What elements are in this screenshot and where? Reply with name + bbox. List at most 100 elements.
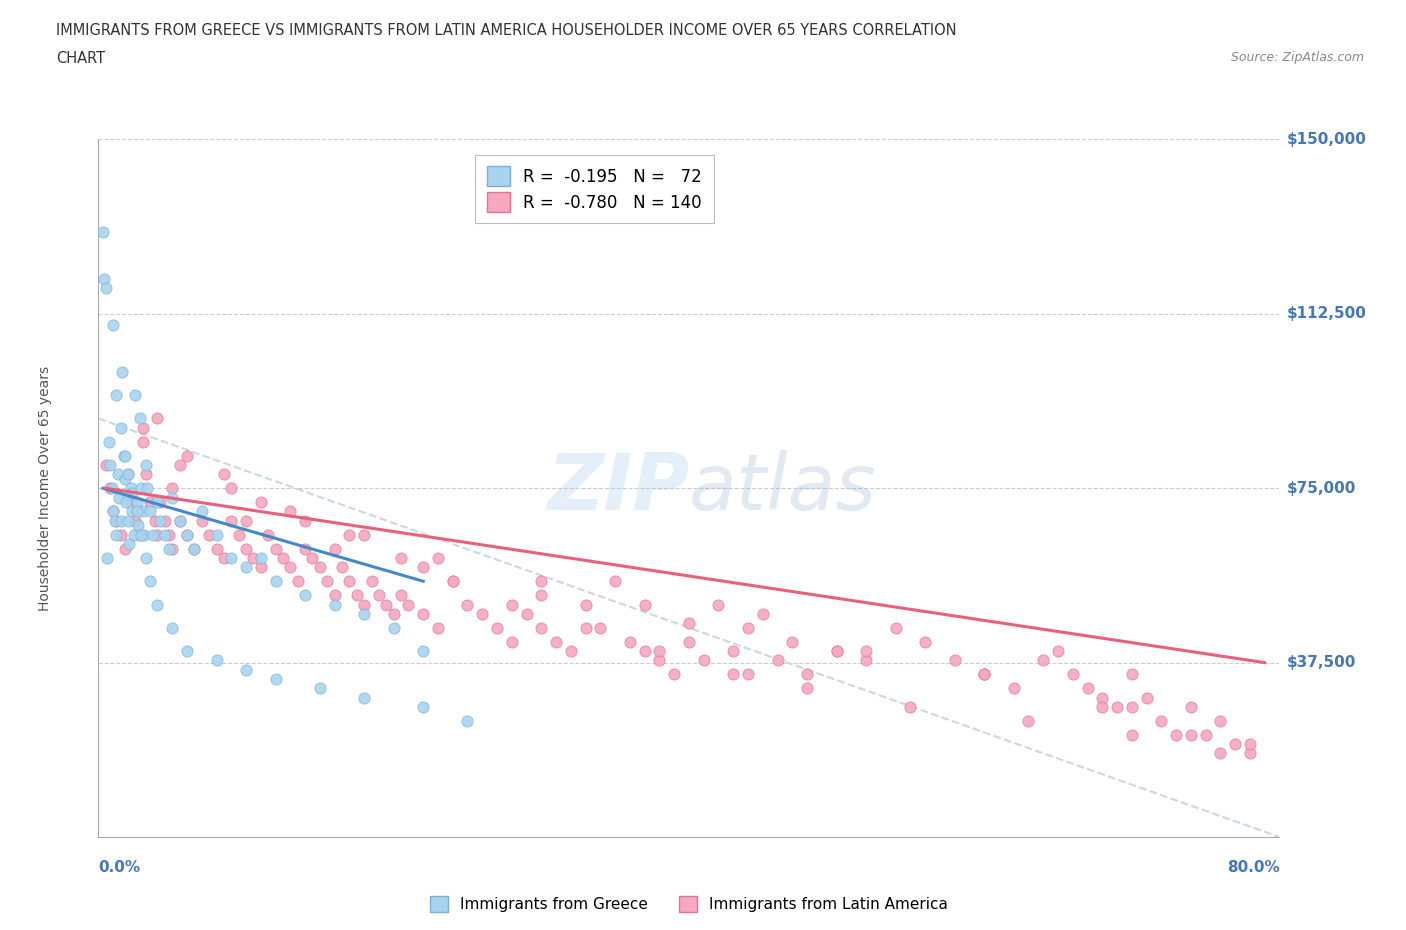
Point bbox=[323, 597, 346, 612]
Point bbox=[427, 551, 450, 565]
Point bbox=[486, 620, 509, 635]
Point bbox=[132, 420, 155, 435]
Point bbox=[121, 485, 143, 500]
Point bbox=[250, 495, 273, 510]
Point bbox=[530, 574, 553, 589]
Point bbox=[105, 388, 128, 403]
Point bbox=[136, 481, 159, 496]
Point bbox=[103, 504, 125, 519]
Point bbox=[110, 527, 132, 542]
Point bbox=[169, 513, 191, 528]
Text: ZIP: ZIP bbox=[547, 450, 689, 526]
Point bbox=[1017, 713, 1039, 728]
Point bbox=[1239, 746, 1261, 761]
Point bbox=[546, 634, 568, 649]
Point bbox=[782, 634, 804, 649]
Point bbox=[337, 574, 360, 589]
Point bbox=[149, 495, 172, 510]
Point bbox=[235, 662, 257, 677]
Point bbox=[1121, 699, 1143, 714]
Point bbox=[271, 551, 294, 565]
Point bbox=[456, 713, 478, 728]
Point bbox=[105, 527, 128, 542]
Point bbox=[693, 653, 716, 668]
Point bbox=[191, 513, 214, 528]
Point bbox=[100, 481, 122, 496]
Point bbox=[375, 597, 398, 612]
Point bbox=[235, 541, 257, 556]
Point bbox=[353, 527, 375, 542]
Point bbox=[103, 318, 125, 333]
Point bbox=[108, 490, 131, 505]
Point bbox=[125, 504, 148, 519]
Point bbox=[191, 504, 214, 519]
Point bbox=[198, 527, 221, 542]
Point bbox=[316, 574, 339, 589]
Point bbox=[1180, 699, 1202, 714]
Point bbox=[353, 597, 375, 612]
Point bbox=[1164, 727, 1187, 742]
Point bbox=[176, 527, 198, 542]
Point bbox=[128, 527, 150, 542]
Text: atlas: atlas bbox=[689, 450, 877, 526]
Point bbox=[294, 541, 316, 556]
Point bbox=[441, 574, 464, 589]
Text: $150,000: $150,000 bbox=[1286, 132, 1367, 147]
Point bbox=[169, 513, 191, 528]
Point bbox=[678, 634, 700, 649]
Point bbox=[162, 541, 183, 556]
Point bbox=[389, 551, 412, 565]
Point bbox=[633, 597, 655, 612]
Text: Householder Income Over 65 years: Householder Income Over 65 years bbox=[38, 365, 52, 611]
Point bbox=[135, 467, 157, 482]
Point bbox=[139, 504, 162, 519]
Point bbox=[94, 281, 117, 296]
Point bbox=[97, 434, 120, 449]
Point bbox=[278, 504, 302, 519]
Point bbox=[125, 495, 148, 510]
Point bbox=[287, 574, 309, 589]
Point bbox=[142, 527, 165, 542]
Point bbox=[91, 225, 114, 240]
Point bbox=[353, 606, 375, 621]
Text: $37,500: $37,500 bbox=[1286, 655, 1355, 671]
Point bbox=[121, 504, 143, 519]
Point bbox=[111, 365, 134, 379]
Point bbox=[250, 551, 273, 565]
Point bbox=[162, 490, 183, 505]
Point bbox=[146, 411, 169, 426]
Point bbox=[900, 699, 922, 714]
Point bbox=[943, 653, 966, 668]
Point bbox=[122, 527, 145, 542]
Point bbox=[664, 667, 686, 682]
Point bbox=[973, 667, 995, 682]
Point bbox=[1105, 699, 1128, 714]
Point bbox=[124, 513, 146, 528]
Point bbox=[589, 620, 612, 635]
Point bbox=[796, 681, 818, 696]
Point bbox=[205, 527, 228, 542]
Point bbox=[723, 644, 745, 658]
Point bbox=[1091, 690, 1114, 705]
Point bbox=[294, 588, 316, 603]
Point bbox=[257, 527, 280, 542]
Point bbox=[153, 527, 176, 542]
Point bbox=[751, 606, 773, 621]
Point bbox=[139, 495, 162, 510]
Point bbox=[1209, 746, 1232, 761]
Point bbox=[1077, 681, 1099, 696]
Point bbox=[530, 588, 553, 603]
Point bbox=[117, 467, 139, 482]
Point bbox=[323, 588, 346, 603]
Point bbox=[112, 448, 135, 463]
Point bbox=[114, 541, 136, 556]
Point bbox=[127, 518, 149, 533]
Point bbox=[110, 420, 132, 435]
Text: 80.0%: 80.0% bbox=[1226, 860, 1279, 875]
Point bbox=[115, 495, 138, 510]
Point bbox=[1135, 690, 1157, 705]
Point bbox=[353, 690, 375, 705]
Point bbox=[501, 597, 523, 612]
Point bbox=[337, 527, 360, 542]
Point bbox=[149, 513, 172, 528]
